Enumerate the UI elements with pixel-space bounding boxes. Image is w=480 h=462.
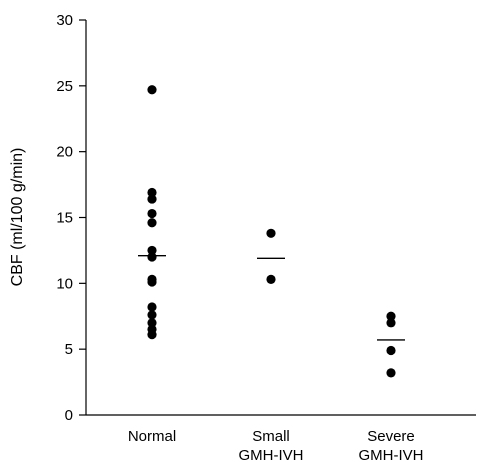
x-category-label: Severe [367,428,415,445]
y-tick-label: 10 [56,275,73,292]
y-tick-label: 20 [56,144,73,161]
x-category-label: GMH-IVH [359,447,424,462]
y-tick-label: 0 [65,407,73,424]
data-point [266,228,276,238]
y-axis-title: CBF (ml/100 g/min) [9,148,26,287]
data-point [147,187,157,198]
y-tick-label: 30 [56,12,73,29]
data-point [147,194,157,204]
y-axis-ticks: 0 5 10 15 20 25 30 [56,12,86,424]
data-point [266,274,276,284]
data-point [147,277,157,287]
data-point [386,345,396,356]
data-point [147,208,157,219]
data-point [386,318,396,328]
data-point [386,368,396,378]
data-point [386,311,396,321]
data-point [147,330,157,340]
y-tick-label: 5 [65,341,73,358]
axes [85,20,476,416]
data-point [147,245,157,256]
data-point [147,302,157,312]
median-lines [138,255,405,341]
x-category-label: Small [252,428,290,445]
data-point [147,85,157,95]
data-points [147,85,396,378]
data-point [147,252,157,262]
data-point [147,318,157,328]
x-category-label: GMH-IVH [239,447,304,462]
x-category-label: Normal [128,428,176,445]
data-point [147,310,157,320]
x-axis-category-labels: Normal Small GMH-IVH Severe GMH-IVH [128,428,424,462]
y-tick-label: 15 [56,210,73,227]
y-tick-label: 25 [56,78,73,95]
data-point [147,218,157,228]
